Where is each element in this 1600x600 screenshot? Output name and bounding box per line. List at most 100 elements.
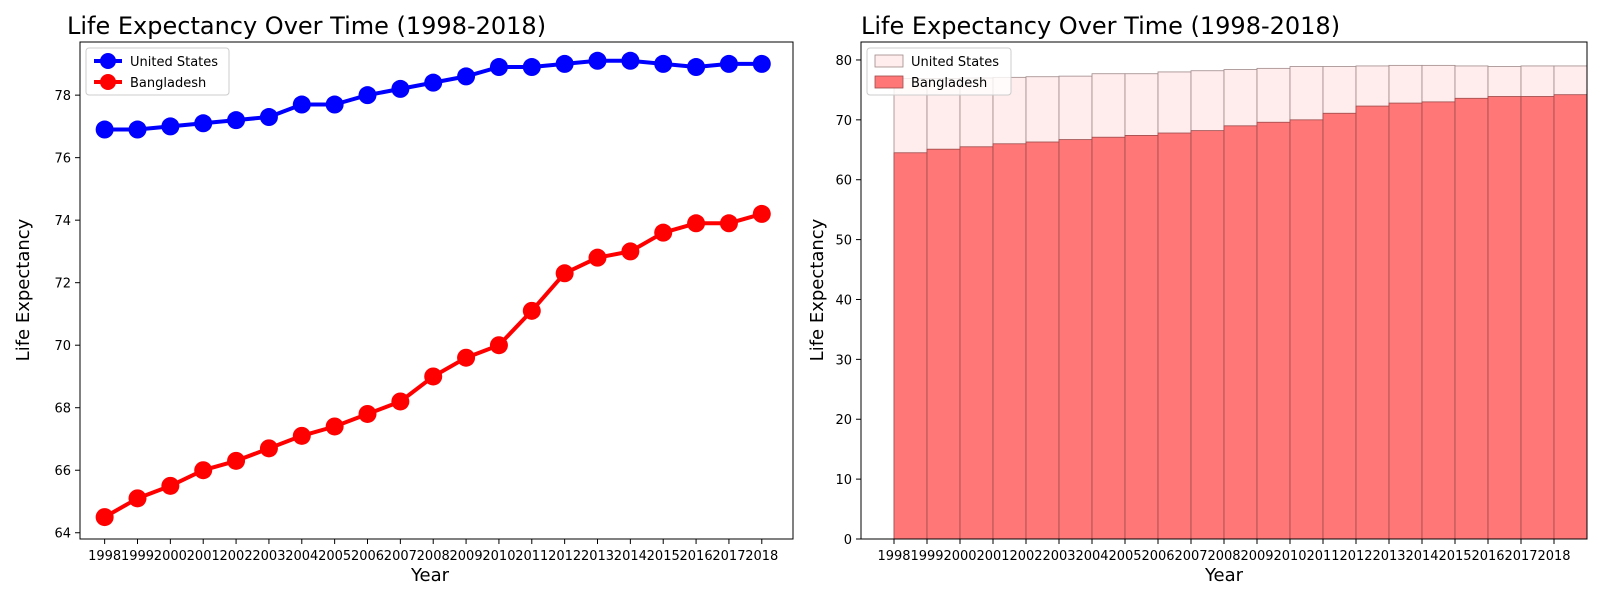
x-tick-label: 2001: [976, 549, 1009, 564]
bar-bd: [1388, 102, 1423, 540]
line-chart-legend: United States Bangladesh: [85, 47, 230, 96]
y-tick-label: 70: [835, 114, 852, 129]
legend-marker: [100, 53, 116, 69]
x-tick-label: 2009: [1240, 549, 1273, 564]
bar-bd: [1421, 101, 1456, 540]
bar-bd: [1124, 135, 1159, 540]
bar-bd: [1025, 141, 1060, 540]
line-chart-title: Life Expectancy Over Time (1998-2018): [67, 12, 546, 40]
x-tick-label: 2018: [1537, 549, 1570, 564]
x-tick-label: 2012: [548, 549, 581, 564]
data-point: [752, 204, 771, 223]
y-tick-label: 0: [844, 533, 852, 548]
data-point: [194, 114, 213, 133]
x-tick-label: 1999: [121, 549, 154, 564]
data-point: [719, 214, 738, 233]
legend-label: Bangladesh: [130, 76, 206, 91]
data-point: [292, 426, 311, 445]
y-tick-label: 70: [54, 339, 71, 354]
x-tick-label: 2008: [417, 549, 450, 564]
data-point: [621, 242, 640, 261]
x-tick-label: 2002: [220, 549, 253, 564]
y-tick-label: 66: [54, 464, 71, 479]
data-point: [292, 95, 311, 114]
data-point: [95, 120, 114, 139]
bar-chart-plot-area: [893, 64, 1588, 540]
bar-bd: [1157, 132, 1192, 540]
y-tick-label: 50: [835, 234, 852, 249]
legend-label: Bangladesh: [911, 76, 987, 91]
x-tick-label: 2005: [318, 549, 351, 564]
y-tick-label: 64: [54, 527, 71, 542]
bar-bd: [1223, 125, 1258, 540]
x-tick-label: 2000: [154, 549, 187, 564]
data-point: [588, 51, 607, 70]
x-tick-label: 2016: [680, 549, 713, 564]
bar-bd: [1289, 119, 1324, 540]
y-tick-label: 60: [835, 174, 852, 189]
bar-bd: [926, 148, 961, 540]
x-tick-label: 2000: [943, 549, 976, 564]
data-point: [621, 51, 640, 70]
y-tick-label: 30: [835, 353, 852, 368]
data-point: [128, 120, 147, 139]
x-tick-label: 2015: [1438, 549, 1471, 564]
bar-bd: [1058, 139, 1093, 540]
bar-bd: [1190, 130, 1225, 540]
data-point: [424, 73, 443, 92]
data-point: [161, 476, 180, 495]
bar-bd: [1487, 96, 1522, 540]
data-point: [588, 248, 607, 267]
bar-bd: [1256, 121, 1291, 540]
bar-bd: [959, 146, 994, 540]
y-tick-label: 68: [54, 402, 71, 417]
y-tick-label: 78: [54, 89, 71, 104]
data-point: [555, 264, 574, 283]
data-point: [424, 367, 443, 386]
x-tick-label: 2017: [712, 549, 745, 564]
x-tick-label: 2005: [1108, 549, 1141, 564]
bar-bd: [1520, 96, 1555, 540]
legend-swatch: [874, 54, 904, 68]
x-tick-label: 2011: [515, 549, 548, 564]
x-tick-label: 2012: [1339, 549, 1372, 564]
x-tick-label: 2008: [1207, 549, 1240, 564]
legend-swatch: [874, 75, 904, 89]
line-chart-ticks: 1998 1999 2000 2001 2002 2003 2004 2005 2006 2007…: [54, 89, 778, 564]
x-tick-label: 2015: [647, 549, 680, 564]
y-tick-label: 72: [54, 277, 71, 292]
x-tick-label: 2001: [187, 549, 220, 564]
x-tick-label: 2009: [450, 549, 483, 564]
data-point: [457, 348, 476, 367]
y-tick-label: 76: [54, 152, 71, 167]
x-tick-label: 2013: [1372, 549, 1405, 564]
x-tick-label: 2013: [581, 549, 614, 564]
x-tick-label: 2007: [1174, 549, 1207, 564]
x-tick-label: 2016: [1471, 549, 1504, 564]
legend-label: United States: [911, 55, 999, 70]
x-tick-label: 1998: [877, 549, 910, 564]
data-point: [391, 392, 410, 411]
data-point: [654, 223, 673, 242]
data-point: [457, 67, 476, 86]
data-point: [752, 54, 771, 73]
x-tick-label: 2007: [384, 549, 417, 564]
x-tick-label: 2006: [1141, 549, 1174, 564]
bar-chart-legend: United States Bangladesh: [866, 47, 1012, 96]
line-chart-frame: [79, 41, 794, 540]
data-point: [161, 117, 180, 136]
line-chart-xlabel: Year: [410, 565, 450, 586]
legend-marker: [100, 74, 116, 90]
y-tick-label: 20: [835, 413, 852, 428]
data-point: [522, 301, 541, 320]
data-point: [358, 404, 377, 423]
data-point: [259, 439, 278, 458]
data-point: [654, 54, 673, 73]
y-tick-label: 40: [835, 293, 852, 308]
data-point: [391, 79, 410, 98]
data-point: [687, 214, 706, 233]
data-point: [489, 58, 508, 77]
bar-chart-ylabel: Life Expectancy: [807, 218, 828, 361]
data-point: [687, 58, 706, 77]
